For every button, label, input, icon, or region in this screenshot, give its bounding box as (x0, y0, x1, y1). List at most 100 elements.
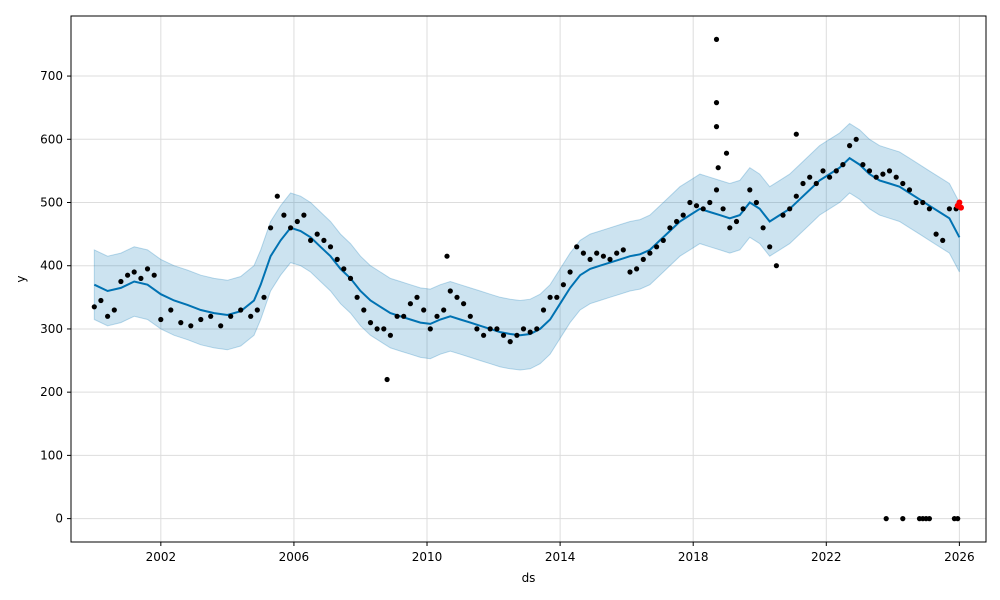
observed-point (900, 180, 906, 187)
observed-point (906, 187, 913, 193)
observed-point (158, 316, 164, 323)
observed-point (151, 272, 157, 278)
observed-point (414, 294, 420, 300)
observed-point (640, 256, 646, 262)
observed-point (880, 171, 886, 177)
observed-point (540, 307, 547, 313)
observed-point (634, 266, 640, 272)
observed-point (131, 269, 137, 275)
observed-point (178, 320, 184, 326)
highlight-point (958, 204, 964, 211)
observed-point (274, 193, 280, 199)
observed-point (268, 225, 274, 231)
observed-point (760, 225, 766, 231)
observed-point (920, 199, 926, 206)
y-tick-label: 400 (40, 259, 63, 273)
observed-point (444, 253, 450, 259)
observed-point (294, 218, 300, 225)
observed-point (301, 212, 307, 218)
observed-point (860, 162, 866, 168)
observed-point (367, 320, 374, 326)
y-axis-title: y (14, 275, 28, 282)
observed-point (248, 313, 254, 319)
x-tick-label: 2026 (944, 550, 975, 564)
observed-point (900, 516, 906, 522)
observed-point (514, 332, 520, 338)
observed-point (667, 225, 673, 231)
observed-point (354, 294, 360, 300)
observed-point (707, 199, 713, 206)
observed-point (407, 301, 413, 307)
uncertainty-band (93, 122, 960, 371)
observed-point (434, 313, 440, 319)
observed-point (481, 332, 487, 338)
observed-point (321, 237, 327, 243)
observed-point (254, 307, 260, 313)
observed-point (168, 307, 174, 313)
observed-point (813, 180, 819, 187)
observed-point (188, 323, 194, 329)
observed-point (347, 275, 354, 281)
observed-point (381, 326, 387, 332)
observed-point (753, 199, 760, 206)
observed-point (883, 516, 889, 522)
observed-point (228, 313, 234, 319)
observed-point (933, 231, 939, 237)
observed-point (740, 206, 746, 212)
observed-point (594, 250, 600, 256)
x-tick-label: 2010 (412, 550, 443, 564)
x-axis-ticks: 2002 2006 2010 2014 2018 2022 2026 (146, 542, 975, 564)
observed-point (654, 244, 660, 250)
observed-point (866, 168, 873, 174)
observed-point (607, 256, 613, 262)
observed-point (281, 212, 287, 218)
observed-point (467, 313, 473, 319)
observed-point (793, 131, 799, 137)
observed-point (840, 162, 846, 168)
observed-point (394, 313, 400, 319)
observed-point (461, 301, 467, 307)
observed-point (853, 136, 859, 142)
observed-point (198, 316, 204, 323)
observed-point (600, 253, 607, 259)
observed-point (520, 326, 527, 332)
observed-point (384, 376, 390, 383)
observed-point (507, 339, 513, 345)
observed-point (733, 218, 740, 225)
uncertainty-interval (93, 122, 960, 371)
observed-point (720, 206, 726, 212)
y-tick-label: 500 (40, 196, 63, 210)
observed-point (111, 307, 117, 313)
observed-point (580, 250, 587, 256)
observed-point (500, 332, 507, 338)
x-tick-label: 2014 (545, 550, 576, 564)
observed-point (767, 244, 773, 250)
observed-point (138, 275, 144, 281)
y-tick-label: 200 (40, 385, 63, 399)
plot-frame (70, 15, 987, 543)
observed-point (238, 307, 244, 313)
observed-point (421, 307, 427, 313)
highlight-points (954, 199, 964, 211)
observed-point (554, 294, 560, 300)
observed-point (105, 313, 111, 319)
observed-point (827, 174, 833, 180)
x-tick-label: 2006 (279, 550, 310, 564)
observed-point (454, 294, 460, 300)
observed-point (693, 203, 700, 209)
observed-point (527, 329, 533, 335)
observed-point (940, 237, 946, 243)
observed-point (727, 225, 733, 231)
observed-point (567, 269, 573, 275)
observed-point (494, 326, 500, 332)
observed-point (713, 187, 720, 193)
observed-point (218, 323, 224, 329)
y-tick-label: 100 (40, 448, 63, 462)
observed-point (723, 150, 730, 156)
observed-point (787, 206, 793, 212)
observed-point (820, 168, 826, 174)
forecast-line (93, 156, 961, 337)
observed-point (534, 326, 540, 332)
observed-point (926, 516, 933, 522)
